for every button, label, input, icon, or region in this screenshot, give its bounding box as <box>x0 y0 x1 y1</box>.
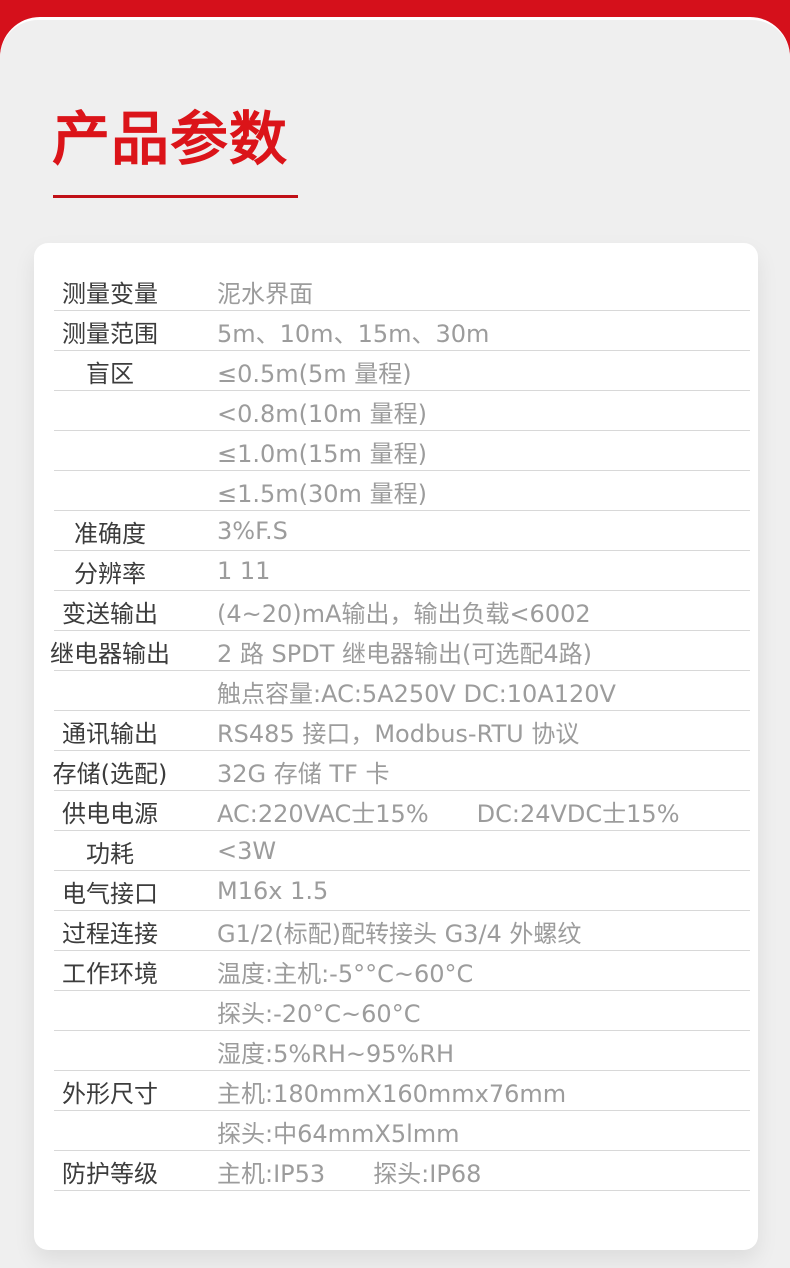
spec-row-label: 测量变量 <box>62 279 158 308</box>
spec-row-label: 分辨率 <box>74 559 146 588</box>
spec-card: 测量变量 泥水界面 测量范围 5m、10m、15m、30m 盲区 ≤0.5m(5… <box>34 243 758 1250</box>
spec-row-value-secondary: 探头:IP68 <box>373 1159 482 1188</box>
spec-row-label: 防护等级 <box>62 1159 158 1188</box>
spec-row-value: 触点容量:AC:5A250V DC:10A120V <box>217 679 616 708</box>
spec-row-label: 电气接口 <box>62 879 158 908</box>
spec-table-row: 测量变量 泥水界面 <box>34 271 758 311</box>
spec-row-label: 外形尺寸 <box>62 1079 158 1108</box>
spec-row-value: 主机:180mmX160mmx76mm <box>217 1079 567 1108</box>
spec-table: 测量变量 泥水界面 测量范围 5m、10m、15m、30m 盲区 ≤0.5m(5… <box>34 271 758 1191</box>
spec-row-label: 功耗 <box>86 839 134 868</box>
spec-table-row: 外形尺寸 主机:180mmX160mmx76mm <box>34 1071 758 1111</box>
spec-row-value: ≤1.5m(30m 量程) <box>217 479 427 508</box>
spec-row-value: 主机:IP53 <box>217 1159 326 1188</box>
page-title: 产品参数 <box>52 105 289 173</box>
spec-row-label: 盲区 <box>86 359 134 388</box>
spec-row-value: 3%F.S <box>217 517 288 545</box>
spec-row-value: ≤0.5m(5m 量程) <box>217 359 412 388</box>
spec-table-row: 湿度:5%RH~95%RH <box>34 1031 758 1071</box>
spec-table-row: 功耗 <3W <box>34 831 758 871</box>
spec-row-label: 存储(选配) <box>52 759 168 788</box>
spec-row-value: <0.8m(10m 量程) <box>217 399 427 428</box>
spec-table-row: 探头:-20°C~60°C <box>34 991 758 1031</box>
spec-row-value: G1/2(标配)配转接头 G3/4 外螺纹 <box>217 919 582 948</box>
spec-row-label: 过程连接 <box>62 919 158 948</box>
spec-row-label: 工作环境 <box>62 959 158 988</box>
spec-row-value: 湿度:5%RH~95%RH <box>217 1039 455 1068</box>
spec-row-value: 32G 存储 TF 卡 <box>217 759 390 788</box>
spec-row-value: 探头:-20°C~60°C <box>217 999 421 1028</box>
spec-table-row: 通讯输出 RS485 接口，Modbus-RTU 协议 <box>34 711 758 751</box>
spec-table-row: 存储(选配) 32G 存储 TF 卡 <box>34 751 758 791</box>
spec-row-value: AC:220VAC士15% <box>217 799 429 828</box>
spec-row-value: RS485 接口，Modbus-RTU 协议 <box>217 719 580 748</box>
spec-row-value: <3W <box>217 837 277 865</box>
spec-row-value: 温度:主机:-5°°C~60°C <box>217 959 474 988</box>
spec-table-row: 触点容量:AC:5A250V DC:10A120V <box>34 671 758 711</box>
spec-table-row: ≤1.0m(15m 量程) <box>34 431 758 471</box>
spec-row-value: 1 11 <box>217 557 271 585</box>
spec-table-row: 准确度 3%F.S <box>34 511 758 551</box>
spec-row-value-secondary: DC:24VDC士15% <box>476 799 680 828</box>
spec-row-label: 继电器输出 <box>50 639 170 668</box>
spec-table-row: 测量范围 5m、10m、15m、30m <box>34 311 758 351</box>
spec-row-value: 探头:中64mmX5lmm <box>217 1119 460 1148</box>
title-underline <box>53 195 298 198</box>
spec-table-row: 工作环境 温度:主机:-5°°C~60°C <box>34 951 758 991</box>
spec-row-value: (4~20)mA输出，输出负载<6002 <box>217 599 591 628</box>
spec-row-value: ≤1.0m(15m 量程) <box>217 439 427 468</box>
spec-table-row: 电气接口 M16x 1.5 <box>34 871 758 911</box>
spec-table-row: 过程连接 G1/2(标配)配转接头 G3/4 外螺纹 <box>34 911 758 951</box>
spec-table-row: <0.8m(10m 量程) <box>34 391 758 431</box>
spec-table-row: 变送输出 (4~20)mA输出，输出负载<6002 <box>34 591 758 631</box>
spec-row-label: 测量范围 <box>62 319 158 348</box>
spec-row-value: 5m、10m、15m、30m <box>217 319 490 348</box>
spec-table-row: 盲区 ≤0.5m(5m 量程) <box>34 351 758 391</box>
spec-table-row: 防护等级 主机:IP53 探头:IP68 <box>34 1151 758 1191</box>
spec-table-row: 继电器输出 2 路 SPDT 继电器输出(可选配4路) <box>34 631 758 671</box>
spec-table-row: 探头:中64mmX5lmm <box>34 1111 758 1151</box>
spec-table-row: 供电电源 AC:220VAC士15% DC:24VDC士15% <box>34 791 758 831</box>
spec-row-value: M16x 1.5 <box>217 877 329 905</box>
spec-row-label: 供电电源 <box>62 799 158 828</box>
spec-row-label: 准确度 <box>74 519 146 548</box>
spec-row-label: 变送输出 <box>62 599 158 628</box>
spec-table-row: 分辨率 1 11 <box>34 551 758 591</box>
spec-row-value: 2 路 SPDT 继电器输出(可选配4路) <box>217 639 592 668</box>
spec-table-row: ≤1.5m(30m 量程) <box>34 471 758 511</box>
spec-row-label: 通讯输出 <box>62 719 158 748</box>
spec-row-value: 泥水界面 <box>217 279 313 308</box>
